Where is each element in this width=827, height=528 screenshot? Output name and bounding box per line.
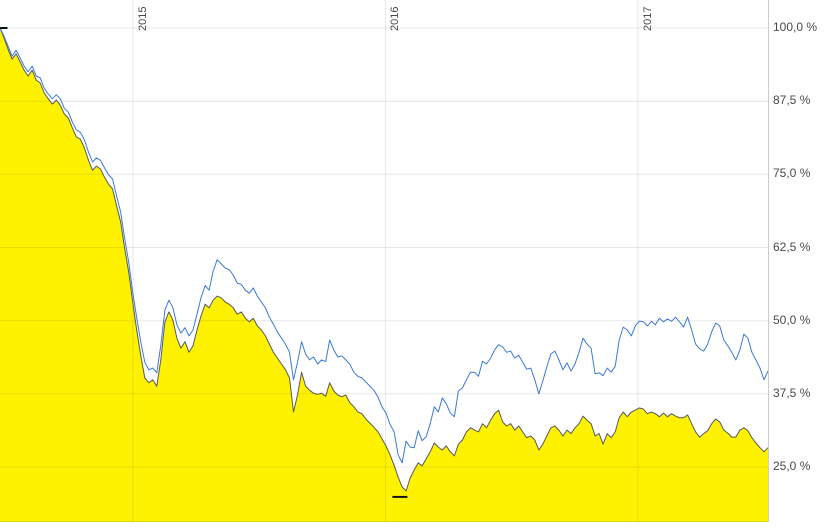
y-tick-label-62-5: 62,5 %	[773, 240, 811, 254]
y-tick-label-50: 50,0 %	[773, 313, 811, 327]
series-layer	[0, 27, 769, 492]
x-axis-labels: 2015 2016 2017	[137, 7, 654, 31]
yellow-area-outline	[0, 27, 769, 492]
x-tick-label-2017: 2017	[642, 7, 654, 31]
y-axis-labels: 100,0 % 87,5 % 75,0 % 62,5 % 50,0 % 37,5…	[773, 20, 817, 473]
yellow-area-fill	[0, 28, 768, 522]
y-tick-label-87-5: 87,5 %	[773, 93, 811, 107]
x-tick-label-2015: 2015	[137, 7, 149, 31]
tick-markers-layer	[0, 27, 408, 498]
y-tick-label-100: 100,0 %	[773, 20, 817, 34]
blue-line	[0, 27, 769, 464]
gridlines-layer	[0, 0, 768, 522]
x-tick-label-2016: 2016	[389, 7, 401, 31]
y-tick-label-75: 75,0 %	[773, 166, 811, 180]
y-tick-label-37-5: 37,5 %	[773, 386, 811, 400]
y-tick-label-25: 25,0 %	[773, 459, 811, 473]
area-fill-layer	[0, 28, 768, 522]
